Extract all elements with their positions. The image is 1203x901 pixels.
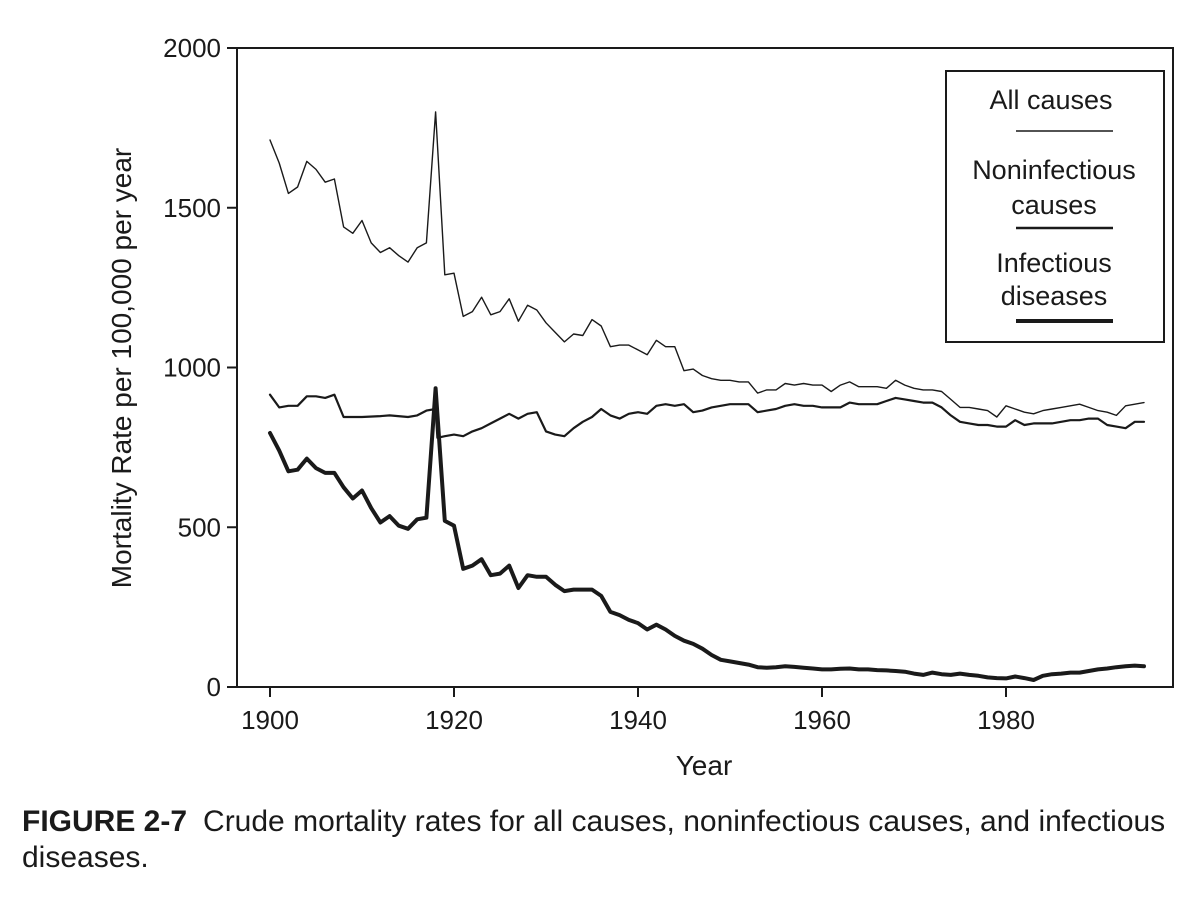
legend-box [945, 70, 1165, 343]
legend: All causes Noninfectious causes Infectio… [945, 70, 1165, 343]
series-lines [268, 111, 1146, 682]
y-axis-title: Mortality Rate per 100,000 per year [106, 148, 137, 588]
series-line-infectious-diseases [268, 386, 1146, 682]
x-axis-title: Year [676, 750, 733, 781]
legend-label-noninfectious-line2: causes [1011, 190, 1097, 220]
x-tick-label: 1900 [241, 705, 299, 735]
legend-label-infectious-line1: Infectious [996, 248, 1112, 278]
legend-label-noninfectious-line1: Noninfectious [972, 155, 1136, 185]
figure-caption-label: FIGURE 2-7 [22, 805, 188, 838]
figure-caption: FIGURE 2-7 Crude mortality rates for all … [22, 804, 1182, 876]
x-tick-label: 1960 [793, 705, 851, 735]
x-tick-label: 1920 [425, 705, 483, 735]
legend-label-all-causes: All causes [989, 85, 1112, 115]
x-tick-label: 1940 [609, 705, 667, 735]
y-tick-label: 500 [178, 512, 221, 542]
mortality-line-chart: 0 500 1000 1500 2000 1900 1920 1940 1960 1980 Yea… [106, 33, 1174, 781]
y-tick-label: 0 [207, 672, 221, 702]
series-line-noninfectious-causes [268, 393, 1146, 439]
legend-label-infectious-line2: diseases [1001, 281, 1108, 311]
x-tick-label: 1980 [977, 705, 1035, 735]
y-tick-label: 1500 [163, 193, 221, 223]
figure-caption-text: Crude mortality rates for all causes, no… [22, 805, 1166, 874]
y-tick-label: 1000 [163, 353, 221, 383]
series-line-all-causes [269, 111, 1145, 418]
y-tick-label: 2000 [163, 33, 221, 63]
axes: 0 500 1000 1500 2000 1900 1920 1940 1960 1980 [163, 33, 1174, 735]
